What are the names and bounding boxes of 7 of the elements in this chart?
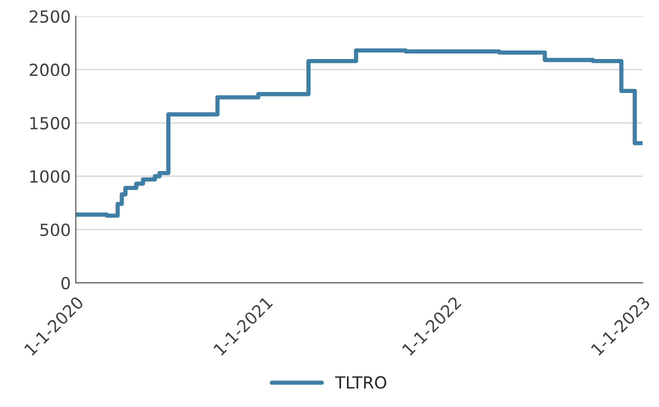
y-tick-label: 1000 [30, 170, 70, 183]
y-tick-label: 2500 [30, 10, 70, 23]
legend-label: TLTRO [335, 376, 386, 389]
y-tick-label: 2000 [30, 64, 70, 76]
y-tick-label: 500 [40, 224, 70, 236]
y-tick-label: 1500 [30, 116, 70, 130]
y-tick-label: 0 [61, 276, 70, 290]
